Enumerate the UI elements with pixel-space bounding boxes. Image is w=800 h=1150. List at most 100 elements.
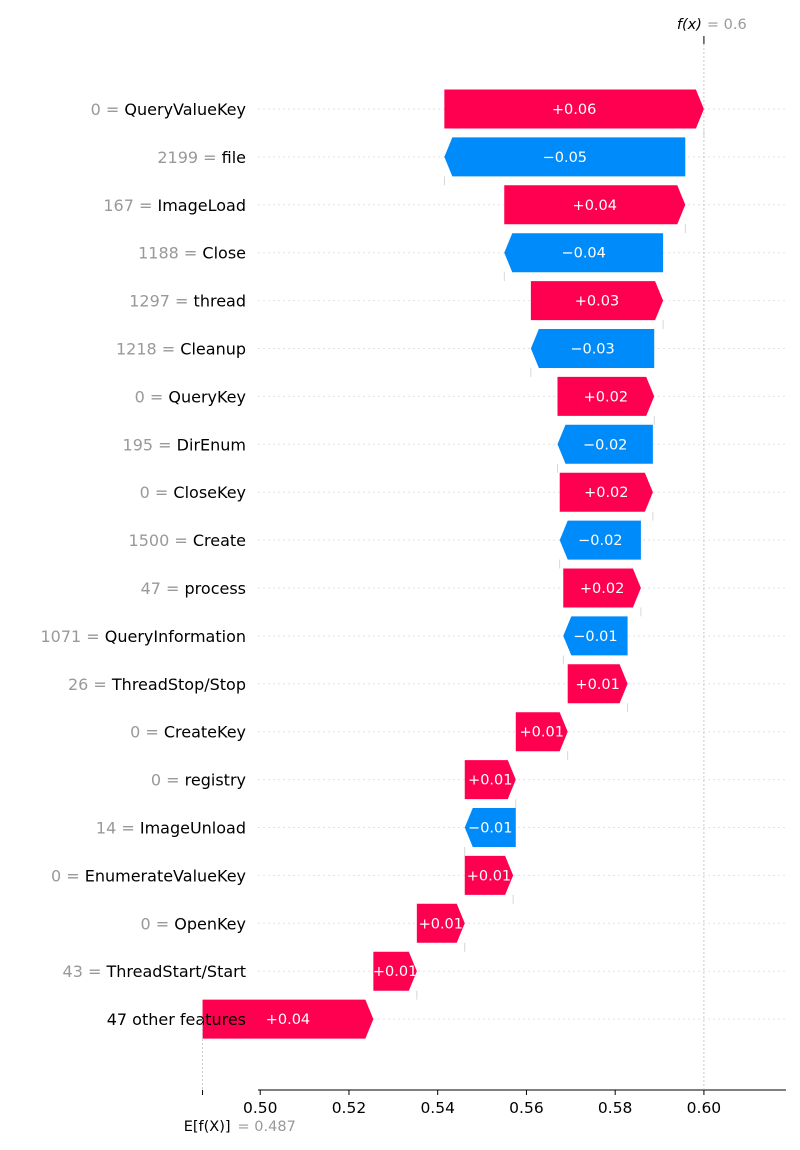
- feature-equals: =: [161, 579, 185, 598]
- bar-connectors: [416, 128, 705, 1000]
- feature-value: 0: [140, 914, 150, 933]
- feature-value: 47: [141, 579, 161, 598]
- feature-name: process: [185, 579, 246, 598]
- bar-value-label: +0.02: [580, 581, 624, 597]
- feature-name: file: [222, 148, 246, 167]
- feature-value: 1500: [129, 531, 170, 550]
- feature-label: 2199 = file: [157, 148, 246, 167]
- feature-name: CloseKey: [173, 483, 246, 502]
- feature-value: 0: [130, 723, 140, 742]
- bar-value-label: +0.03: [575, 294, 619, 310]
- feature-value: 1297: [129, 292, 170, 311]
- bar-value-label: −0.02: [583, 437, 627, 453]
- feature-label: 0 = EnumerateValueKey: [51, 866, 246, 885]
- feature-name: ImageUnload: [140, 819, 246, 838]
- positive-bar: [557, 376, 655, 416]
- bar-value-label: −0.05: [543, 150, 587, 166]
- feature-name: Create: [193, 531, 246, 550]
- feature-label: 1218 = Cleanup: [116, 340, 246, 359]
- positive-bar: [373, 951, 417, 991]
- feature-equals: =: [134, 196, 158, 215]
- positive-bar: [567, 664, 628, 704]
- feature-value: 195: [123, 435, 154, 454]
- negative-bar: [557, 424, 653, 464]
- x-tick-label: 0.60: [687, 1099, 722, 1117]
- feature-name: Cleanup: [180, 340, 246, 359]
- feature-label: 1071 = QueryInformation: [40, 627, 246, 646]
- feature-value: 43: [63, 962, 83, 981]
- feature-equals: =: [150, 483, 174, 502]
- bar-value-label: +0.01: [419, 916, 463, 932]
- expected-value-value: = 0.487: [238, 1119, 296, 1135]
- feature-label: 26 = ThreadStop/Stop: [68, 675, 246, 694]
- feature-label: 0 = OpenKey: [140, 914, 246, 933]
- feature-value: 26: [68, 675, 88, 694]
- bar-value-label: +0.06: [552, 102, 596, 118]
- feature-equals: =: [161, 771, 185, 790]
- feature-label: 14 = ImageUnload: [96, 819, 246, 838]
- feature-label: 0 = CreateKey: [130, 723, 246, 742]
- feature-name: ThreadStart/Start: [105, 962, 246, 981]
- feature-equals: =: [169, 531, 193, 550]
- feature-value: 1188: [138, 244, 179, 263]
- feature-value: 14: [96, 819, 116, 838]
- feature-equals: =: [83, 962, 107, 981]
- feature-label: 0 = QueryKey: [135, 387, 246, 406]
- x-tick-label: 0.58: [598, 1099, 633, 1117]
- bar-value-label: −0.04: [561, 246, 605, 262]
- feature-name: QueryInformation: [105, 627, 246, 646]
- positive-bar: [559, 472, 653, 512]
- bars: [202, 89, 704, 1039]
- feature-equals: =: [157, 340, 181, 359]
- bar-value-label: +0.04: [573, 198, 617, 214]
- feature-value: 0: [151, 771, 161, 790]
- feature-value: 0: [140, 483, 150, 502]
- feature-value: 0: [51, 866, 61, 885]
- feature-equals: =: [153, 435, 177, 454]
- feature-equals: =: [81, 627, 105, 646]
- feature-equals: =: [116, 819, 140, 838]
- positive-bar: [202, 999, 374, 1039]
- expected-value-annotation: E[f(X)] = 0.487: [184, 1019, 296, 1135]
- positive-bar: [464, 760, 516, 800]
- feature-name: DirEnum: [177, 435, 246, 454]
- feature-equals: =: [145, 387, 169, 406]
- positive-bar: [563, 568, 641, 608]
- feature-label: 0 = QueryValueKey: [91, 100, 246, 119]
- negative-bar: [530, 329, 655, 368]
- feature-label: 1297 = thread: [129, 292, 246, 311]
- fx-annotation: f(x) = 0.6: [677, 17, 747, 1090]
- x-tick-label: 0.54: [420, 1099, 455, 1117]
- positive-bar: [530, 281, 664, 321]
- bar-value-label: +0.01: [373, 964, 417, 980]
- feature-value: 1218: [116, 340, 157, 359]
- feature-label: 1188 = Close: [138, 244, 246, 263]
- negative-bar: [559, 520, 641, 560]
- feature-label: 195 = DirEnum: [123, 435, 246, 454]
- feature-value: 167: [103, 196, 134, 215]
- feature-equals: =: [198, 148, 222, 167]
- positive-bar: [515, 712, 568, 752]
- positive-bar: [416, 903, 465, 943]
- bar-value-label: −0.01: [573, 629, 617, 645]
- bar-value-label: +0.01: [468, 773, 512, 789]
- feature-name: ImageLoad: [158, 196, 247, 215]
- bar-value-label: −0.02: [578, 533, 622, 549]
- bar-value-label: +0.02: [584, 485, 628, 501]
- feature-name: registry: [185, 771, 246, 790]
- negative-bar: [464, 808, 516, 847]
- feature-equals: =: [61, 866, 85, 885]
- feature-name: OpenKey: [174, 914, 246, 933]
- feature-label: 43 = ThreadStart/Start: [63, 962, 246, 981]
- feature-name: CreateKey: [164, 723, 246, 742]
- feature-equals: =: [170, 292, 194, 311]
- fx-value: = 0.6: [707, 17, 747, 33]
- feature-equals: =: [179, 244, 203, 263]
- feature-equals: =: [101, 100, 125, 119]
- x-tick-label: 0.56: [509, 1099, 544, 1117]
- x-axis: 0.50 0.52 0.54 0.56 0.58 0.60: [243, 1089, 786, 1117]
- feature-label: 0 = CloseKey: [140, 483, 246, 502]
- feature-equals: =: [88, 675, 112, 694]
- bar-value-label: −0.01: [468, 821, 512, 837]
